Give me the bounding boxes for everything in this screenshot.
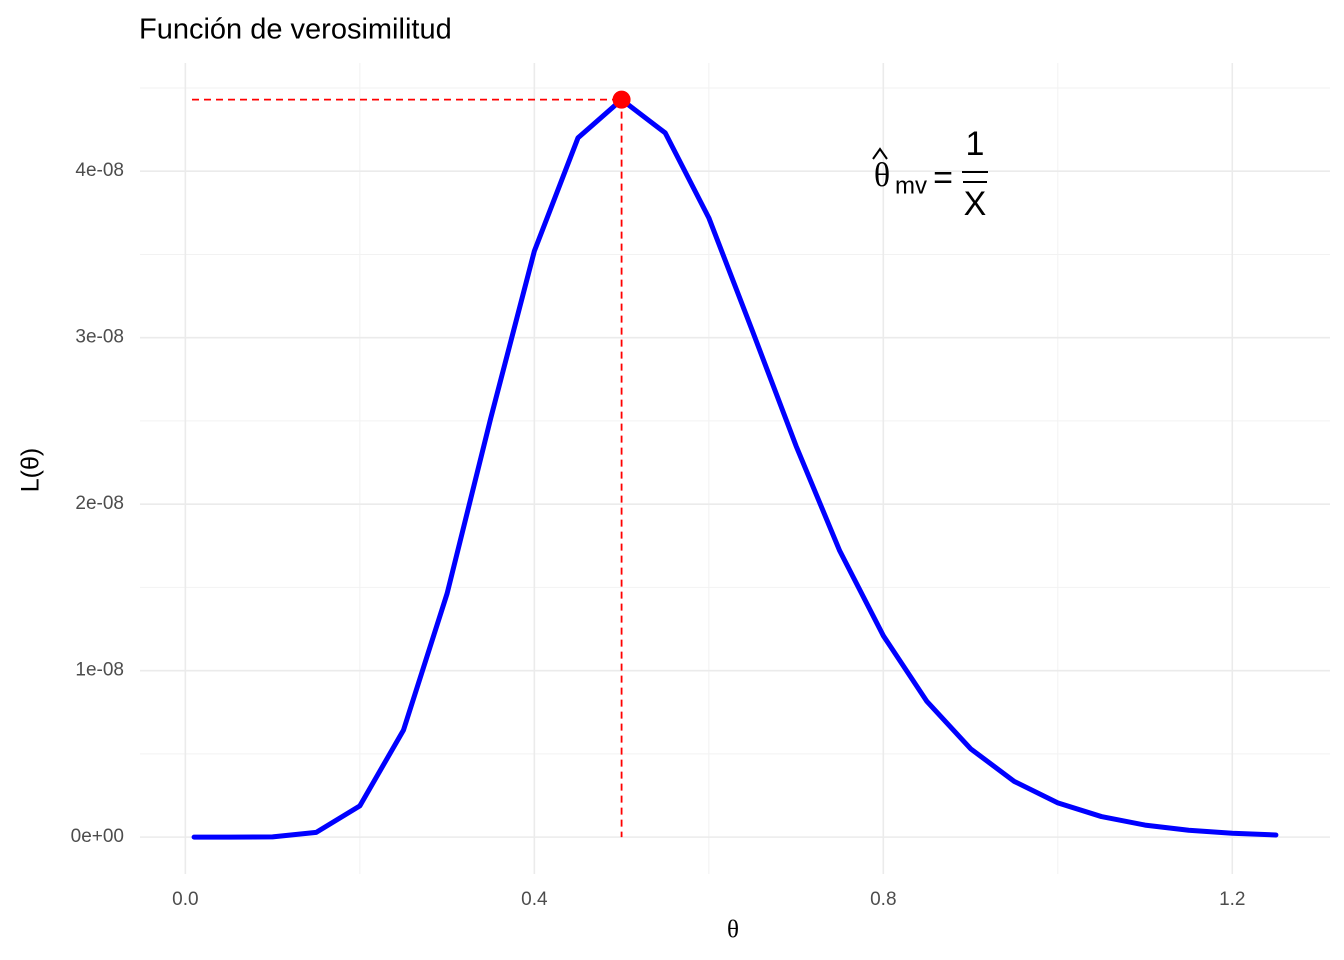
plot-area	[191, 90, 1279, 840]
x-tick-label: 0.0	[172, 889, 198, 910]
formula: θ mv = 1 X	[872, 125, 988, 223]
x-tick-label: 0.4	[521, 889, 548, 910]
likelihood-line	[191, 97, 1279, 840]
mle-point	[612, 90, 631, 109]
y-tick-label: 4e-08	[75, 160, 124, 181]
formula-numerator: 1	[966, 125, 985, 163]
x-tick-label: 0.8	[870, 889, 896, 910]
grid	[140, 63, 1330, 874]
x-axis-title: θ	[727, 917, 739, 944]
y-tick-label: 3e-08	[75, 327, 124, 348]
formula-denominator: X	[964, 185, 987, 223]
formula-theta: θ	[874, 157, 890, 194]
y-tick-label: 0e+00	[71, 826, 124, 847]
y-axis-title: L(θ)	[17, 448, 45, 492]
x-tick-label: 1.2	[1219, 889, 1245, 910]
formula-equals: =	[933, 159, 953, 197]
chart-title: Función de verosimilitud	[139, 14, 452, 46]
hat	[872, 147, 888, 160]
y-tick-label: 2e-08	[75, 493, 124, 514]
formula-subscript: mv	[895, 172, 927, 199]
y-tick-label: 1e-08	[75, 660, 124, 681]
